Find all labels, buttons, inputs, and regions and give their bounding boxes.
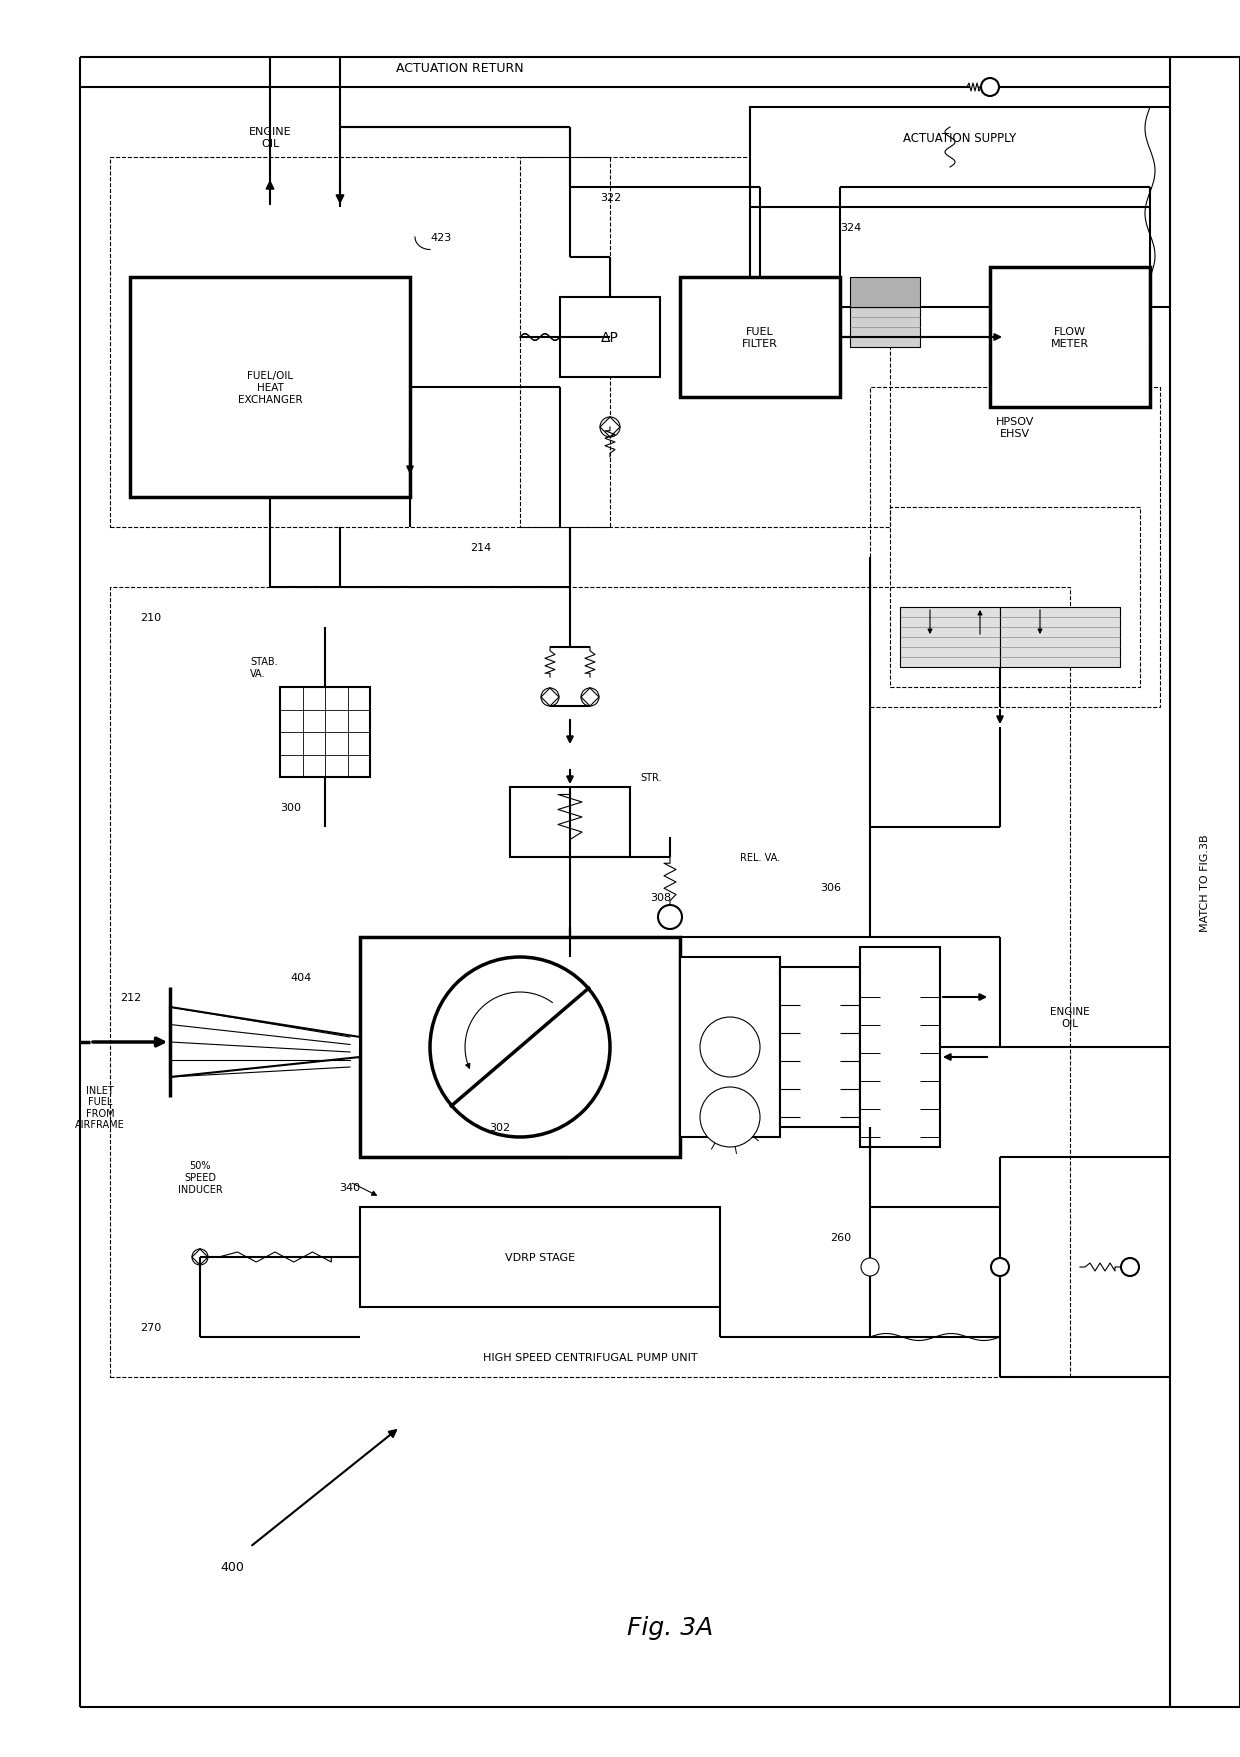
Text: MATCH TO FIG.3B: MATCH TO FIG.3B — [1200, 835, 1210, 931]
Circle shape — [981, 79, 999, 97]
Text: STAB.
VA.: STAB. VA. — [250, 657, 278, 678]
Text: ACTUATION SUPPLY: ACTUATION SUPPLY — [904, 132, 1017, 144]
Text: ΔP: ΔP — [601, 330, 619, 344]
Bar — [999, 608, 1120, 668]
Text: 322: 322 — [600, 193, 621, 202]
Bar — [130, 278, 410, 497]
Bar — [110, 587, 1070, 1377]
Text: VDRP STAGE: VDRP STAGE — [505, 1253, 575, 1262]
Text: INLET
FUEL
FROM
AIRFRAME: INLET FUEL FROM AIRFRAME — [76, 1086, 125, 1130]
Text: 340: 340 — [339, 1182, 360, 1193]
Bar — [680, 278, 839, 397]
Circle shape — [1121, 1258, 1140, 1276]
Text: ENGINE
OIL: ENGINE OIL — [1050, 1007, 1090, 1028]
Bar — [560, 299, 660, 378]
Text: 212: 212 — [120, 993, 141, 1003]
Text: 214: 214 — [470, 543, 491, 553]
Bar — [990, 267, 1149, 408]
Circle shape — [430, 958, 610, 1137]
Text: 306: 306 — [820, 882, 841, 893]
Circle shape — [658, 905, 682, 929]
Bar — [890, 508, 1140, 687]
Bar — [110, 158, 610, 527]
Bar — [750, 107, 1171, 307]
Circle shape — [991, 1258, 1009, 1276]
Text: HPSOV
EHSV: HPSOV EHSV — [996, 416, 1034, 439]
Text: 400: 400 — [219, 1560, 244, 1574]
Circle shape — [600, 418, 620, 437]
Bar — [780, 968, 861, 1128]
Bar — [360, 1207, 720, 1307]
Circle shape — [861, 1258, 879, 1276]
Text: 210: 210 — [140, 613, 161, 622]
Bar — [360, 938, 680, 1158]
Text: ENGINE
OIL: ENGINE OIL — [249, 127, 291, 149]
Bar — [849, 278, 920, 307]
Circle shape — [701, 1017, 760, 1077]
Bar — [861, 947, 940, 1147]
Text: ACTUATION RETURN: ACTUATION RETURN — [397, 61, 523, 74]
Bar — [510, 787, 630, 857]
Bar — [849, 307, 920, 348]
Circle shape — [541, 689, 559, 706]
Text: 270: 270 — [140, 1323, 161, 1332]
Text: 423: 423 — [430, 234, 451, 242]
Text: 302: 302 — [490, 1123, 511, 1132]
Text: 300: 300 — [280, 803, 301, 812]
Bar — [900, 608, 999, 668]
Bar — [870, 388, 1159, 708]
Text: Fig. 3A: Fig. 3A — [627, 1615, 713, 1639]
Text: HIGH SPEED CENTRIFUGAL PUMP UNIT: HIGH SPEED CENTRIFUGAL PUMP UNIT — [482, 1353, 697, 1362]
Text: REL. VA.: REL. VA. — [740, 852, 780, 863]
Text: 324: 324 — [839, 223, 862, 234]
Text: FUEL
FILTER: FUEL FILTER — [742, 327, 777, 348]
Text: 308: 308 — [650, 893, 671, 903]
Circle shape — [582, 689, 599, 706]
Text: 404: 404 — [290, 972, 311, 982]
Bar — [520, 158, 890, 527]
Polygon shape — [170, 1007, 360, 1077]
Bar — [680, 958, 780, 1137]
Text: STR.: STR. — [640, 773, 661, 782]
Text: 260: 260 — [830, 1232, 851, 1242]
Circle shape — [192, 1249, 208, 1265]
Bar — [280, 687, 370, 778]
Circle shape — [701, 1088, 760, 1147]
Text: FUEL/OIL
HEAT
EXCHANGER: FUEL/OIL HEAT EXCHANGER — [238, 371, 303, 404]
Text: 50%
SPEED
INDUCER: 50% SPEED INDUCER — [177, 1161, 222, 1195]
Text: FLOW
METER: FLOW METER — [1052, 327, 1089, 348]
